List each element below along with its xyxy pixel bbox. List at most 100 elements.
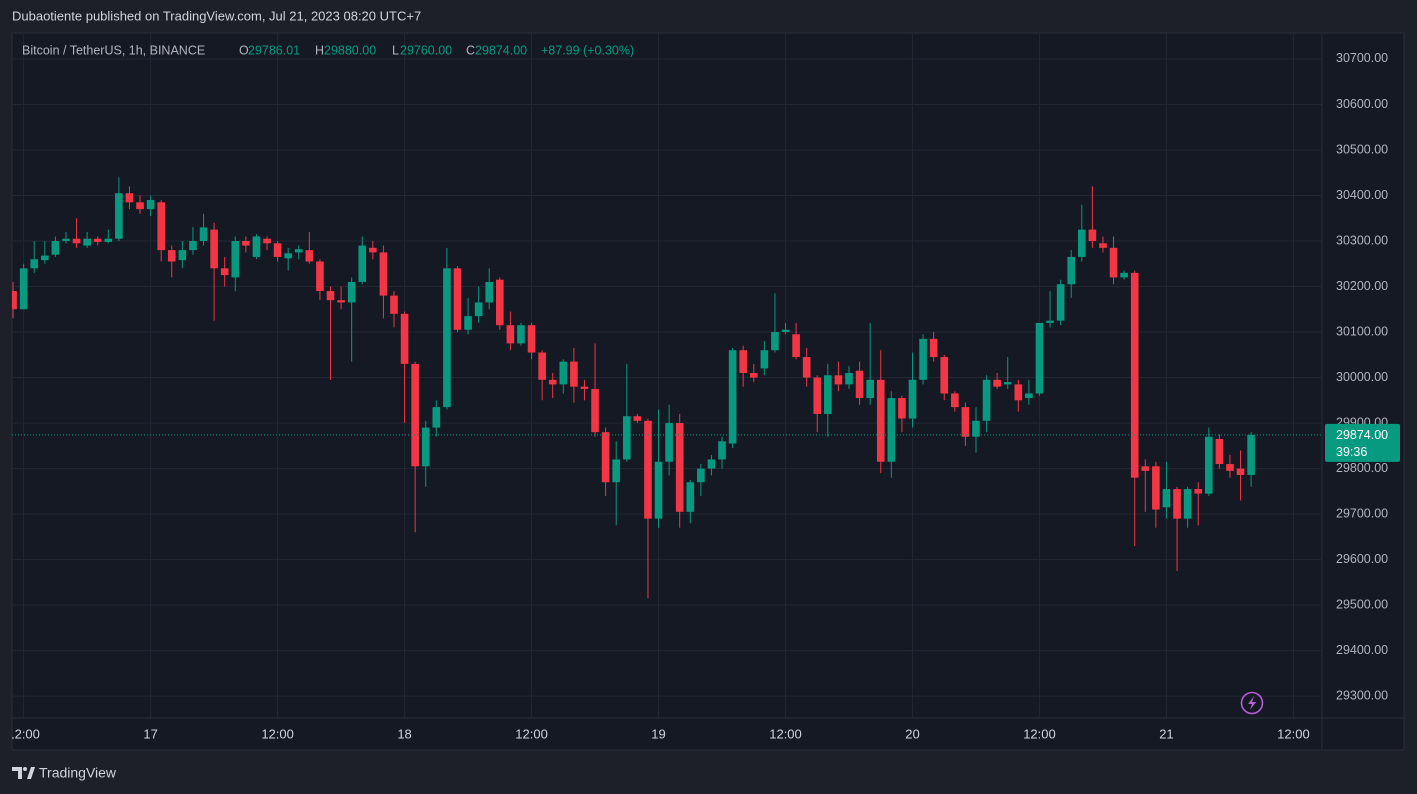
candle-body <box>305 250 314 262</box>
candle-body <box>781 329 790 333</box>
candle-body <box>1056 284 1065 321</box>
candle-body <box>749 372 758 378</box>
candle-body <box>824 375 832 414</box>
candle-body <box>178 250 187 261</box>
legend-key: O <box>239 43 249 57</box>
candle-body <box>855 370 864 399</box>
candle-body <box>591 388 599 433</box>
candle-body <box>115 193 123 239</box>
candle-body <box>326 291 335 301</box>
candle-body <box>421 427 430 467</box>
candle-body <box>919 338 927 380</box>
candle-body <box>1152 466 1160 510</box>
candle-body <box>369 247 377 253</box>
candle-body <box>622 416 631 460</box>
candle-body <box>845 372 853 385</box>
candle-body <box>167 250 176 262</box>
candle-body <box>464 316 472 330</box>
candle-body <box>802 357 811 378</box>
x-tick-label: 12:00 <box>1023 726 1056 741</box>
x-tick-label: 12:00 <box>1277 726 1310 741</box>
y-tick-label: 29700.00 <box>1336 506 1388 520</box>
legend-key: H <box>315 43 324 57</box>
candle-body <box>411 363 419 467</box>
candle-body <box>1194 489 1203 494</box>
candle-body <box>697 468 705 483</box>
y-tick-label: 29600.00 <box>1336 552 1388 566</box>
candle-body <box>19 268 28 310</box>
x-tick-label: 12:00 <box>769 726 802 741</box>
x-tick-label: 12:00 <box>515 726 548 741</box>
candle-body <box>104 238 113 242</box>
candle-body <box>199 227 208 242</box>
legend-value: 29786.01 <box>248 43 300 57</box>
axes: 29300.00 29400.00 29500.00 29600.00 29700.00… <box>7 51 1400 741</box>
candle-body <box>453 268 462 330</box>
brand-logo <box>12 767 35 779</box>
candle-body <box>231 241 240 278</box>
candle-body <box>72 238 81 244</box>
candle-body <box>506 325 515 344</box>
y-tick-label: 29500.00 <box>1336 597 1388 611</box>
candle-body <box>252 236 261 257</box>
candle-body <box>83 238 91 246</box>
publisher: Dubaotiente published on TradingView.com… <box>12 8 421 23</box>
y-tick-label: 30300.00 <box>1336 233 1388 247</box>
candle-body <box>379 252 388 296</box>
legend-key: L <box>392 43 399 57</box>
y-tick-label: 30700.00 <box>1336 51 1388 65</box>
candle-body <box>813 377 822 414</box>
x-tick-label: 19 <box>651 726 665 741</box>
x-tick-label: 18 <box>397 726 411 741</box>
candle-body <box>972 420 980 437</box>
candle-body <box>982 379 991 421</box>
candle-body <box>157 202 166 251</box>
candle-body <box>908 379 917 419</box>
candle-body <box>675 423 684 512</box>
y-tick-label: 30500.00 <box>1336 142 1388 156</box>
legend-change: +87.99 (+0.30%) <box>541 43 634 57</box>
candle-body <box>718 441 726 460</box>
candle-body <box>612 459 621 483</box>
candle-body <box>12 291 17 310</box>
legend-value: 29880.00 <box>324 43 376 57</box>
chart-frame <box>11 32 1405 751</box>
candle-body <box>644 420 652 519</box>
candle-body <box>1099 243 1107 248</box>
candle-body <box>548 379 557 385</box>
y-tick-label: 30600.00 <box>1336 97 1388 111</box>
candle-body <box>125 193 134 203</box>
last-price-box <box>1325 423 1400 462</box>
lightning-icon <box>1240 691 1264 715</box>
candle-body <box>993 379 1001 387</box>
candle-body <box>189 241 197 251</box>
candle-body <box>538 352 546 380</box>
candle-body <box>273 243 282 257</box>
candle-body <box>559 361 568 385</box>
candle-body <box>485 281 494 303</box>
candle-body <box>1236 468 1245 475</box>
candle-body <box>961 407 970 437</box>
candle-body <box>527 325 536 353</box>
candle-body <box>654 461 663 519</box>
y-tick-label: 30400.00 <box>1336 188 1388 202</box>
candle-body <box>601 432 610 483</box>
x-tick-labels: 12:00 17 12:00 18 12:00 19 12:00 20 12:00 21 12:00 <box>7 726 1310 741</box>
candle-body <box>496 279 504 326</box>
candle-body <box>1141 466 1150 471</box>
candle-body <box>337 300 345 303</box>
candle-body <box>347 281 356 303</box>
candle-body <box>1183 489 1192 519</box>
y-tick-label: 30000.00 <box>1336 370 1388 384</box>
candle-body <box>792 334 800 358</box>
candle-body <box>1014 384 1023 401</box>
candle-body <box>866 379 874 399</box>
candle-body <box>665 423 673 462</box>
candle-body <box>739 350 747 373</box>
candle-body <box>940 357 949 394</box>
x-tick-label: 12:00 <box>7 726 40 741</box>
candle-body <box>294 249 303 253</box>
candle-body <box>284 253 292 259</box>
candle-body <box>1130 272 1139 478</box>
candle-body <box>93 238 102 242</box>
